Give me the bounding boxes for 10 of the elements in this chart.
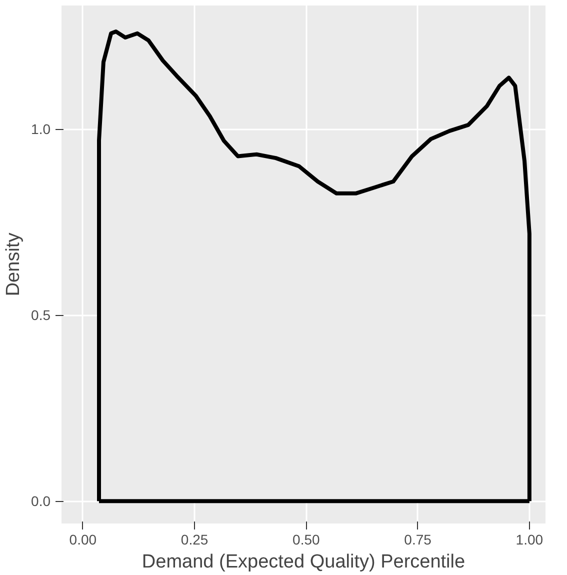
x-tick-label: 0.25 — [180, 532, 208, 548]
x-tick-label: 0.50 — [292, 532, 320, 548]
y-tick-label: 0.0 — [31, 493, 51, 510]
y-tick-label: 1.0 — [31, 121, 51, 138]
x-tick-label: 1.00 — [516, 532, 544, 548]
x-axis-title: Demand (Expected Quality) Percentile — [142, 552, 466, 572]
x-tick-label: 0.00 — [69, 532, 97, 548]
x-tick-label: 0.75 — [404, 532, 432, 548]
y-tick-label: 0.5 — [31, 307, 51, 324]
y-axis-title: Density — [3, 232, 24, 296]
